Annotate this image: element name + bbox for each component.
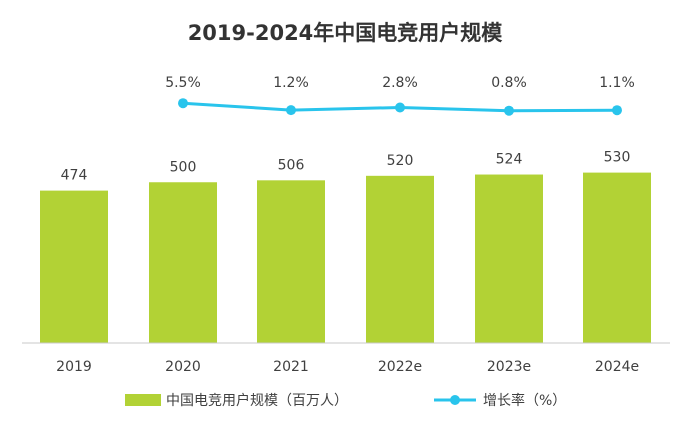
bar-2023e <box>475 174 543 343</box>
x-tick-2019: 2019 <box>56 359 92 375</box>
legend-line-marker <box>450 395 460 405</box>
x-tick-2021: 2021 <box>273 359 309 375</box>
growth-value-label: 5.5% <box>165 75 201 91</box>
growth-point-2024e <box>612 105 622 116</box>
x-tick-labels: 2019 2020 2021 2022e 2023e 2024e <box>56 359 639 375</box>
growth-point-2022e <box>395 102 405 113</box>
growth-value-label: 2.8% <box>382 75 418 91</box>
bars-layer: 474 500 506 520 524 530 <box>40 150 651 343</box>
bar-value-label: 530 <box>604 150 631 166</box>
x-tick-2024e: 2024e <box>595 359 639 375</box>
legend-bar-label: 中国电竞用户规模（百万人） <box>166 392 348 409</box>
bar-2020 <box>149 182 217 343</box>
bar-value-label: 500 <box>170 159 197 175</box>
chart-title: 2019-2024年中国电竞用户规模 <box>188 21 504 45</box>
bar-value-label: 524 <box>496 152 523 168</box>
growth-point-2020 <box>178 98 188 109</box>
x-tick-2022e: 2022e <box>378 359 422 375</box>
legend-bar-swatch <box>125 394 161 406</box>
growth-point-2021 <box>286 105 296 116</box>
growth-line-layer: 5.5% 1.2% 2.8% 0.8% 1.1% <box>165 75 635 116</box>
bar-2024e <box>583 172 651 343</box>
bar-2021 <box>257 180 325 343</box>
bar-2022e <box>366 175 434 343</box>
x-tick-2023e: 2023e <box>487 359 531 375</box>
legend: 中国电竞用户规模（百万人） 增长率（%） <box>125 392 566 409</box>
bar-value-label: 520 <box>387 153 414 169</box>
bar-value-label: 506 <box>278 157 305 173</box>
bar-2019 <box>40 190 108 343</box>
growth-value-label: 1.1% <box>599 75 635 91</box>
x-tick-2020: 2020 <box>165 359 201 375</box>
bar-value-label: 474 <box>61 168 88 184</box>
growth-value-label: 0.8% <box>491 75 527 91</box>
legend-line-label: 增长率（%） <box>483 392 566 409</box>
growth-point-2023e <box>504 105 514 116</box>
growth-value-label: 1.2% <box>273 75 309 91</box>
